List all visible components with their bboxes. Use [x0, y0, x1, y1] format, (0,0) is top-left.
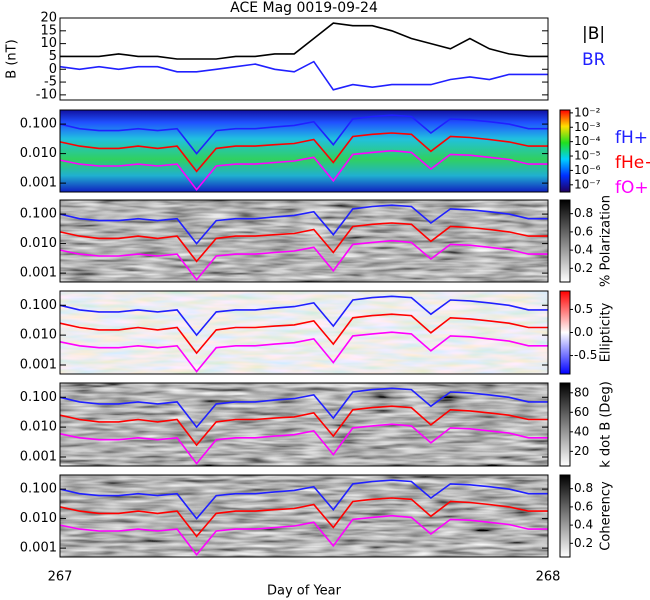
y-tick-label: 0.010 — [20, 511, 57, 526]
colorbar-label: k dot B (Deg) — [599, 381, 614, 468]
y-tick-label: 20 — [40, 11, 57, 26]
colorbar-label: % Polarization — [599, 195, 614, 287]
series-line — [60, 22, 548, 60]
series-line — [59, 132, 548, 173]
y-tick-label: 0.001 — [20, 450, 57, 465]
legend-entry: |B| — [582, 24, 605, 44]
x-tick-label: 267 — [48, 570, 73, 585]
spectrogram-image — [60, 200, 548, 282]
y-tick-label: 0.010 — [20, 328, 57, 343]
y-tick-label: 0.100 — [20, 298, 57, 313]
spectrogram-image — [60, 383, 548, 466]
y-tick-label: 0.001 — [20, 541, 57, 556]
colorbar-tick-label: 0.5 — [574, 302, 593, 316]
y-tick-label: 0.100 — [20, 117, 57, 132]
series-line — [59, 514, 548, 556]
colorbar-tick-label: 10⁻³ — [574, 120, 601, 134]
series-line — [59, 313, 548, 355]
colorbar-tick-label: 10⁻⁷ — [574, 177, 601, 191]
colorbar-tick-label: 0.0 — [574, 325, 593, 339]
colorbar — [559, 290, 571, 375]
series-line — [59, 295, 548, 337]
y-tick-label: 0 — [49, 62, 57, 77]
x-axis-label: Day of Year — [267, 584, 342, 599]
colorbar-tick-label: 80 — [574, 385, 589, 399]
plot-frame — [59, 474, 549, 558]
y-tick-label: -10 — [36, 87, 57, 102]
series-line — [59, 149, 548, 191]
y-tick-label: 0.100 — [20, 482, 57, 497]
colorbar-tick-label: 0.8 — [574, 206, 593, 220]
spectrogram-image — [60, 291, 548, 374]
y-tick-label: 0.010 — [20, 236, 57, 251]
legend-entry: fO+ — [615, 178, 649, 198]
colorbar-tick-label: 10⁻⁴ — [574, 134, 601, 148]
colorbar-tick-label: 0.6 — [574, 499, 593, 513]
colorbar-tick-label: 0.2 — [574, 261, 593, 275]
colorbar-label: Ellipticity — [599, 302, 614, 362]
series-line — [59, 114, 548, 155]
plot-frame — [59, 199, 549, 283]
plot-frame — [59, 382, 549, 467]
spectrogram-image — [60, 475, 548, 557]
colorbar-tick-label: 0.8 — [574, 481, 593, 495]
chart-title: ACE Mag 0019-09-24 — [230, 0, 378, 16]
y-axis-label: B (nT) — [5, 39, 20, 78]
legend-entry: fH+ — [615, 128, 648, 148]
colorbar — [559, 109, 571, 193]
plot-frame — [59, 109, 549, 193]
colorbar — [559, 474, 571, 558]
legend-entry: BR — [582, 50, 606, 70]
y-tick-label: -5 — [44, 75, 57, 90]
series-line — [59, 60, 548, 91]
series-line — [59, 405, 548, 447]
y-tick-label: 15 — [40, 23, 57, 38]
y-tick-label: 5 — [49, 49, 57, 64]
legend-entry: fHe+ — [615, 153, 650, 173]
colorbar-tick-label: 10⁻⁶ — [574, 163, 601, 177]
colorbar-tick-label: 0.4 — [574, 243, 593, 257]
series-line — [59, 331, 548, 373]
series-line — [59, 222, 548, 263]
series-line — [59, 423, 548, 465]
colorbar-tick-label: 0.4 — [574, 518, 593, 532]
y-tick-label: 0.100 — [20, 207, 57, 222]
series-line — [59, 239, 548, 281]
series-line — [59, 204, 548, 245]
y-tick-label: 0.001 — [20, 176, 57, 191]
y-tick-label: 0.001 — [20, 266, 57, 281]
plot-frame — [59, 17, 549, 101]
colorbar-tick-label: 40 — [574, 424, 589, 438]
colorbar-tick-label: 10⁻⁵ — [574, 149, 601, 163]
plot-frame — [59, 290, 549, 375]
series-line — [59, 387, 548, 429]
colorbar — [559, 382, 571, 467]
colorbar-label: Coherency — [599, 481, 614, 551]
spectrogram-image — [60, 110, 548, 192]
colorbar-tick-label: 10⁻² — [574, 105, 601, 119]
colorbar-tick-label: 0.2 — [574, 536, 593, 550]
y-tick-label: 0.100 — [20, 390, 57, 405]
colorbar-tick-label: -0.5 — [574, 348, 597, 362]
y-tick-label: 10 — [40, 36, 57, 51]
y-tick-label: 0.001 — [20, 358, 57, 373]
series-line — [59, 479, 548, 520]
y-tick-label: 0.010 — [20, 420, 57, 435]
colorbar — [559, 199, 571, 283]
series-line — [59, 497, 548, 538]
y-tick-label: 0.010 — [20, 146, 57, 161]
colorbar-tick-label: 20 — [574, 444, 589, 458]
colorbar-tick-label: 60 — [574, 405, 589, 419]
colorbar-tick-label: 0.6 — [574, 224, 593, 238]
x-tick-label: 268 — [536, 570, 561, 585]
